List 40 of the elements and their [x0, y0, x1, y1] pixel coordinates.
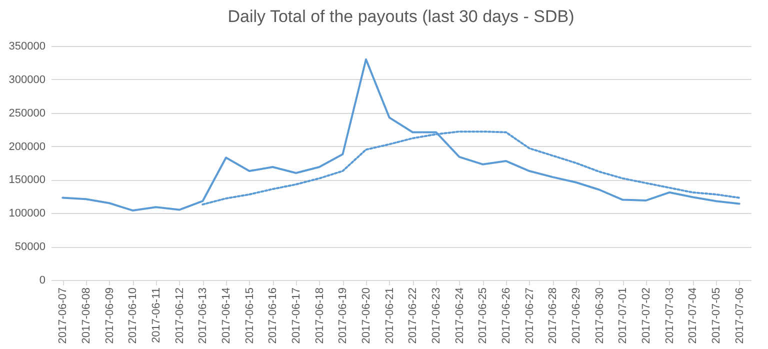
- x-tick-label: 2017-06-12: [174, 288, 186, 344]
- x-tick-label: 2017-06-19: [337, 288, 350, 344]
- y-tick-label: 300000: [8, 74, 46, 86]
- x-tick-label: 2017-07-05: [710, 288, 722, 344]
- x-tick-label: 2017-06-26: [500, 288, 512, 344]
- x-tick-label: 2017-07-06: [734, 288, 746, 344]
- x-tick-label: 2017-07-03: [664, 288, 676, 344]
- x-tick-label: 2017-06-09: [104, 288, 116, 344]
- x-tick-label: 2017-06-07: [57, 288, 70, 344]
- x-tick-label: 2017-06-21: [384, 288, 396, 344]
- x-tick-label: 2017-06-30: [594, 288, 606, 344]
- line-series: [62, 58, 740, 212]
- x-tick-label: 2017-06-13: [197, 288, 210, 344]
- x-tick-label: 2017-06-15: [244, 288, 256, 344]
- x-tick-label: 2017-06-08: [80, 288, 92, 344]
- y-tick-label: 100000: [8, 208, 46, 220]
- x-tick-label: 2017-06-23: [430, 288, 442, 344]
- x-tick-label: 2017-06-17: [290, 288, 302, 344]
- y-tick-label: 200000: [8, 140, 46, 153]
- chart-title: Daily Total of the payouts (last 30 days - SDB): [228, 7, 574, 26]
- x-tick-label: 2017-07-04: [687, 288, 700, 344]
- x-tick-label: 2017-06-27: [524, 288, 536, 344]
- x-tick-label: 2017-06-29: [570, 288, 582, 344]
- x-tick-label: 2017-06-24: [454, 288, 466, 344]
- x-tick-label: 2017-06-28: [547, 288, 560, 344]
- x-tick-label: 2017-06-25: [477, 288, 490, 344]
- x-tick-label: 2017-06-20: [360, 288, 372, 344]
- y-tick-label: 250000: [8, 107, 46, 120]
- y-tick-label: 50000: [14, 241, 46, 254]
- x-tick-label: 2017-06-11: [150, 288, 162, 343]
- x-tick-label: 2017-07-01: [617, 288, 630, 344]
- y-tick-label: 150000: [8, 174, 46, 186]
- x-tick-label: 2017-06-14: [220, 288, 232, 344]
- x-tick-label: 2017-06-10: [127, 288, 140, 344]
- x-tick-label: 2017-06-16: [267, 288, 280, 344]
- y-tick-label: 350000: [8, 40, 46, 52]
- x-tick-label: 2017-06-22: [407, 288, 420, 344]
- x-tick-label: 2017-06-18: [314, 288, 326, 344]
- y-tick-label: 0: [39, 274, 46, 286]
- x-tick-label: 2017-07-02: [640, 288, 652, 344]
